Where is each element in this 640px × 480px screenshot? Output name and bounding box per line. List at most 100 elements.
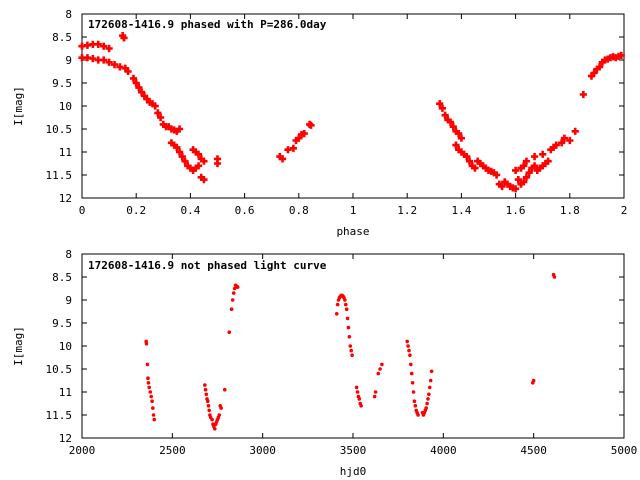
phased-data-point: [604, 55, 612, 63]
unphased-data-points: [144, 272, 557, 431]
phased-data-point: [528, 164, 536, 172]
phased-x-tick-label: 0.4: [180, 204, 200, 217]
phased-data-point: [120, 34, 128, 42]
phased-data-point: [533, 166, 541, 174]
phased-data-point: [503, 180, 512, 188]
unphased-data-point: [373, 390, 378, 394]
phased-data-point: [89, 55, 97, 63]
phased-data-point: [455, 130, 463, 138]
unphased-data-point: [410, 381, 415, 385]
unphased-data-point: [429, 369, 434, 374]
phased-data-point: [175, 125, 184, 133]
phased-x-tick-label: 0.8: [289, 204, 309, 217]
phased-data-point: [436, 100, 444, 108]
unphased-data-point: [347, 335, 352, 339]
phased-data-point: [498, 182, 506, 191]
phased-data-point: [490, 169, 498, 177]
unphased-data-point: [148, 390, 153, 394]
phased-x-tick-label: 1.4: [451, 204, 471, 217]
unphased-data-point: [207, 408, 211, 413]
phased-y-tick-label: 8: [65, 8, 72, 21]
phased-data-point: [184, 162, 192, 170]
phased-y-tick-label: 12: [59, 192, 72, 205]
unphased-data-point: [349, 348, 353, 353]
phased-data-point: [119, 32, 127, 40]
phased-x-tick-labels: 0 0.2 0.4 0.6 0.8 1 1.2 1.4 1.6 1.8 2: [79, 204, 628, 217]
phased-x-axis-label: phase: [336, 225, 369, 238]
phased-data-point: [83, 41, 92, 49]
phased-data-point: [530, 162, 539, 170]
unphased-data-point: [217, 413, 222, 417]
phased-data-point: [446, 118, 455, 126]
phased-data-point: [159, 120, 167, 128]
phased-data-point: [292, 136, 300, 145]
unphased-data-point: [210, 417, 214, 422]
unphased-y-tick-label: 10.5: [46, 363, 73, 376]
phased-data-point: [512, 166, 520, 174]
unphased-data-point: [346, 325, 351, 330]
unphased-y-tick-label: 8: [65, 248, 72, 261]
unphased-data-point: [231, 291, 236, 295]
phased-data-point: [552, 141, 560, 149]
unphased-data-point: [345, 316, 350, 321]
phased-data-point: [506, 182, 514, 191]
phased-data-point: [438, 104, 447, 112]
phased-data-point: [94, 56, 102, 64]
phased-data-point: [192, 164, 200, 172]
phased-data-point: [449, 123, 457, 131]
unphased-data-point: [425, 401, 429, 406]
unphased-data-point: [146, 381, 151, 385]
phased-data-point: [156, 113, 165, 122]
phased-data-point: [460, 150, 468, 158]
unphased-data-point: [359, 404, 363, 408]
phased-y-tick-labels: 8 8.5 9 9.5 10 10.5 11 11.5 12: [46, 8, 73, 205]
phased-data-point: [536, 164, 544, 172]
unphased-data-point: [203, 383, 207, 387]
unphased-x-tick-labels: 2000 2500 3000 3500 4000 4500 5000: [69, 444, 638, 457]
phased-x-tick-label: 1.8: [560, 204, 580, 217]
phased-ticks: [81, 13, 625, 199]
phased-data-point: [457, 134, 465, 142]
phased-x-tick-label: 1.6: [506, 204, 526, 217]
unphased-data-point: [146, 376, 150, 381]
phased-data-point: [479, 162, 487, 170]
phased-data-point: [549, 143, 558, 151]
phased-data-point: [300, 130, 308, 138]
phased-data-point: [178, 153, 186, 161]
phased-data-point: [307, 121, 315, 129]
phased-data-point: [83, 54, 92, 62]
phased-data-point: [465, 157, 474, 165]
unphased-data-point: [222, 387, 227, 392]
phased-data-point: [135, 84, 143, 92]
phased-data-point: [129, 74, 138, 82]
unphased-data-point: [426, 397, 430, 401]
unphased-x-tick-label: 5000: [611, 444, 638, 457]
phased-data-point: [441, 111, 449, 119]
phased-data-point: [154, 109, 162, 117]
phased-data-point: [173, 143, 181, 151]
unphased-data-point: [205, 399, 210, 404]
phased-data-point: [444, 116, 452, 124]
unphased-data-point: [151, 406, 155, 410]
phased-x-tick-label: 1.2: [397, 204, 417, 217]
unphased-data-point: [343, 302, 348, 307]
unphased-data-point: [334, 312, 339, 316]
phased-data-point: [105, 44, 113, 53]
phased-data-points: [78, 32, 625, 193]
unphased-data-point: [206, 404, 211, 408]
phased-data-point: [124, 67, 132, 76]
unphased-data-point: [344, 307, 349, 312]
phased-x-tick-label: 0.6: [235, 204, 255, 217]
phased-data-point: [89, 40, 97, 48]
unphased-data-point: [376, 371, 381, 376]
unphased-data-point: [405, 339, 410, 344]
phased-data-point: [213, 155, 222, 163]
phased-data-point: [522, 173, 531, 181]
phased-data-point: [512, 185, 520, 193]
unphased-y-tick-label: 9: [65, 294, 72, 307]
unphased-x-tick-label: 4000: [430, 444, 457, 457]
phased-data-point: [197, 155, 205, 163]
phased-data-point: [110, 61, 119, 69]
unphased-y-tick-label: 8.5: [52, 271, 72, 284]
